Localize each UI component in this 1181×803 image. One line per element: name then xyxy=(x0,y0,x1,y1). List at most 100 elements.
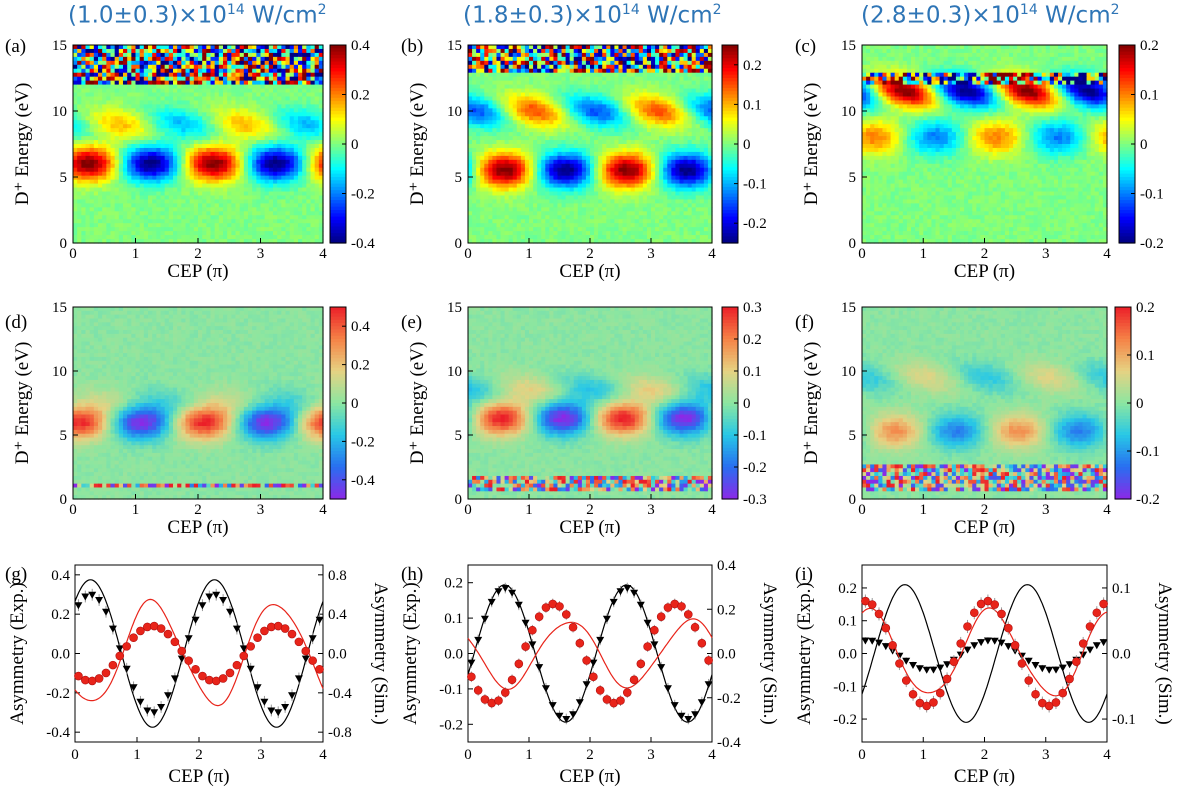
data-point xyxy=(609,598,618,606)
data-point xyxy=(239,645,248,653)
data-point xyxy=(867,600,877,609)
data-point xyxy=(246,665,255,673)
x-tick-label: 1 xyxy=(525,747,533,763)
y-tick-label: 15 xyxy=(52,38,67,54)
data-point xyxy=(990,637,999,645)
y-tick-label-right: 0.2 xyxy=(717,602,736,618)
data-point xyxy=(595,686,605,695)
data-point xyxy=(1024,657,1033,665)
data-point xyxy=(541,603,551,612)
y-tick-label-right: 0.0 xyxy=(328,647,347,663)
data-point xyxy=(541,685,550,693)
x-tick-label: 1 xyxy=(920,246,928,262)
header-unit: W/cm xyxy=(244,2,318,29)
data-point xyxy=(280,624,290,633)
data-point xyxy=(983,637,992,645)
exp-red-series xyxy=(861,594,1108,713)
x-tick-label: 2 xyxy=(194,246,202,262)
x-tick-label: 4 xyxy=(708,246,716,262)
data-point xyxy=(569,711,578,719)
colorbar-tick-label: 0.1 xyxy=(1136,348,1155,364)
x-axis-label: CEP (π) xyxy=(954,766,1015,787)
y-tick-label: 15 xyxy=(841,38,856,54)
colorbar-tick-label: -0.1 xyxy=(743,177,767,193)
data-point xyxy=(1072,657,1081,667)
data-point xyxy=(942,674,952,684)
data-point xyxy=(315,664,324,674)
x-tick-label: 2 xyxy=(586,747,594,763)
data-point xyxy=(177,646,187,656)
x-axis-label: CEP (π) xyxy=(559,517,620,538)
data-point xyxy=(239,651,249,661)
y-tick-label-left: 0.2 xyxy=(51,607,70,623)
data-point xyxy=(467,659,476,667)
column-header-1: (1.0±0.3)×1014 W/cm2 xyxy=(68,2,327,29)
y-tick-label-left: 0.1 xyxy=(838,614,857,630)
y-tick-label-left: -0.2 xyxy=(46,686,70,702)
panel-label: (e) xyxy=(401,312,422,333)
data-point xyxy=(1058,688,1068,698)
y-tick-label: 0 xyxy=(849,236,857,252)
colorbar-tick-label: 0.2 xyxy=(1136,300,1155,316)
y-tick-label-left: -0.2 xyxy=(439,717,463,733)
data-point xyxy=(514,659,524,669)
colorbar-tick-label: 0.2 xyxy=(351,358,370,374)
data-point xyxy=(636,601,645,609)
colorbar-tick-label: 0.1 xyxy=(743,364,762,380)
panel-i: 0 1 2 3 4 0.2 0.1 0.0 -0.1 -0.2 0.1 0.0 -0.1 CEP (π) A… xyxy=(794,564,1175,787)
y-tick-label: 5 xyxy=(849,428,857,444)
x-tick-label: 1 xyxy=(525,502,533,518)
data-point xyxy=(108,625,117,633)
x-tick-label: 2 xyxy=(195,747,203,763)
colorbar: 0.2 0.1 0 -0.1 -0.2 xyxy=(721,44,767,244)
data-point xyxy=(1058,664,1067,672)
colorbar-tick-label: -0.1 xyxy=(1136,444,1160,460)
data-point xyxy=(943,661,952,669)
y-tick-label: 0 xyxy=(849,492,857,508)
data-point xyxy=(81,593,90,601)
header-unit-exp: 2 xyxy=(712,2,722,18)
colorbar-tick-label: 0.4 xyxy=(351,319,370,335)
y-tick-label-right: -0.8 xyxy=(328,725,352,741)
data-point xyxy=(226,608,234,616)
x-tick-label: 2 xyxy=(981,502,989,518)
y-tick-label-right: 0.4 xyxy=(717,558,736,574)
y-axis-label-right: Asymmetry (Sim.) xyxy=(370,582,391,725)
colorbar-tick-label: 0.1 xyxy=(1140,88,1159,104)
y-tick-label: 10 xyxy=(52,364,67,380)
data-point xyxy=(902,657,911,665)
data-point xyxy=(1086,646,1094,654)
y-axis-label-right: Asymmetry (Sim.) xyxy=(759,582,780,725)
data-point xyxy=(1078,639,1088,648)
panel-h: 0 1 2 3 4 0.2 0.1 0.0 -0.1 -0.2 0.4 0.2 0.0 -0.2 -0.4 C… xyxy=(400,558,780,787)
y-axis-label: D⁺ Energy (eV) xyxy=(801,83,822,206)
data-point xyxy=(129,684,138,692)
colorbar-tick-label: 0.4 xyxy=(351,38,370,54)
y-tick-label: 0 xyxy=(455,492,463,508)
data-point xyxy=(308,656,317,665)
sim-red-line xyxy=(467,618,713,690)
data-point xyxy=(74,602,83,610)
data-point xyxy=(704,681,713,689)
data-point xyxy=(1004,623,1013,633)
header-base: (2.8±0.3)×10 xyxy=(861,2,1020,29)
heatmap-cells xyxy=(862,45,1108,244)
panel-label: (f) xyxy=(795,312,814,333)
data-point xyxy=(616,696,625,705)
data-point xyxy=(990,600,1000,609)
data-point xyxy=(191,616,200,624)
y-tick-label-right: 0.0 xyxy=(1112,647,1131,663)
data-point xyxy=(697,699,706,707)
data-point xyxy=(1031,689,1040,699)
colorbar-tick-label: 0 xyxy=(743,396,751,412)
x-tick-label: 2 xyxy=(586,502,594,518)
y-tick-label-left: 0.1 xyxy=(444,611,463,627)
data-point xyxy=(691,711,700,719)
data-point xyxy=(929,698,938,707)
x-tick-label: 0 xyxy=(858,747,866,763)
x-tick-label: 4 xyxy=(1103,747,1111,763)
data-point xyxy=(1079,651,1088,659)
data-point xyxy=(704,656,713,665)
